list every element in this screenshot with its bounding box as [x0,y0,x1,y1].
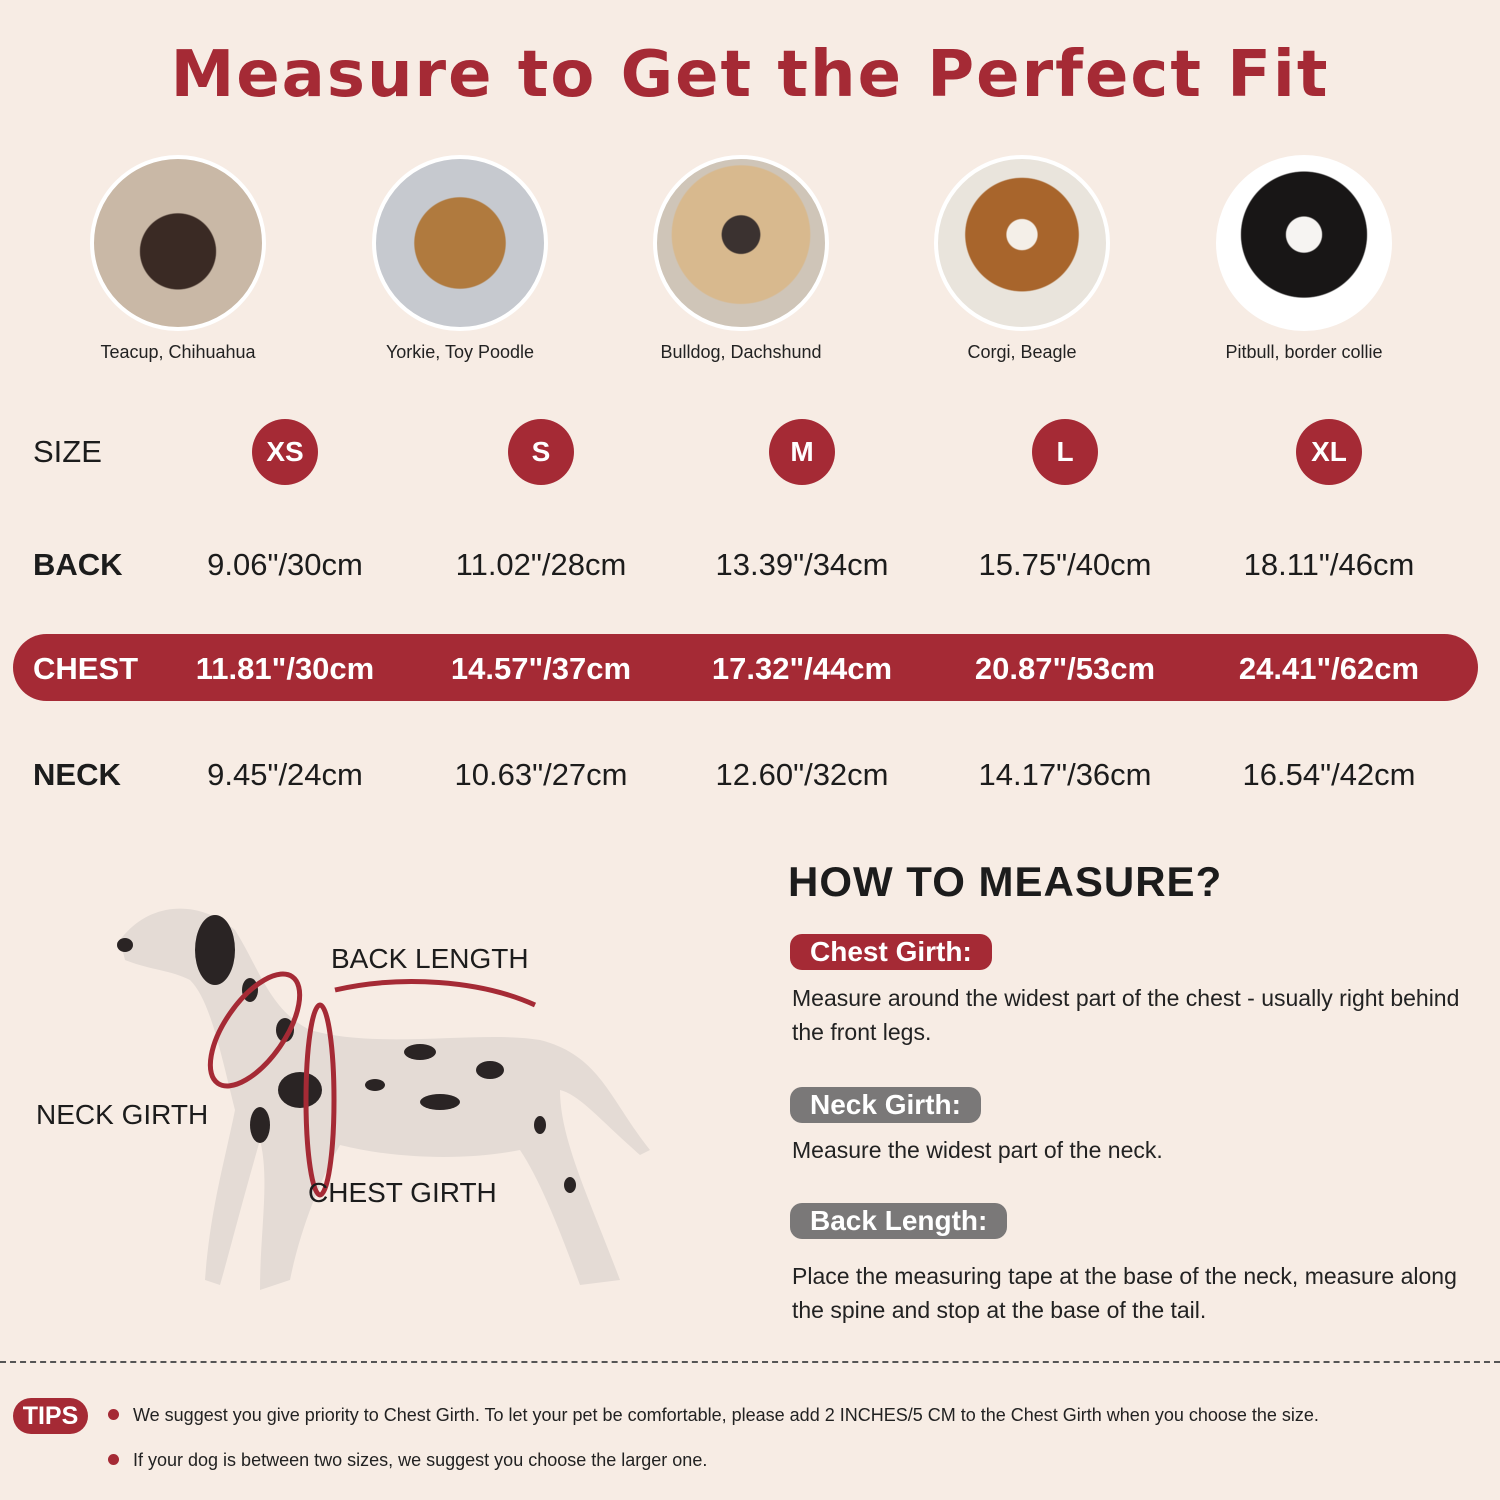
breed-label: Yorkie, Toy Poodle [385,342,535,362]
how-to-measure-heading: HOW TO MEASURE? [788,858,1223,905]
breed-label: Teacup, Chihuahua [100,342,256,362]
chest-girth-pill: Chest Girth: [790,934,992,970]
back-cell: 15.75"/40cm [978,547,1152,582]
back-length-label: BACK LENGTH [331,943,529,974]
chihuahua-photo [90,155,266,331]
chest-girth-description: Measure around the widest part of the ch… [792,985,1460,1045]
neck-cell: 12.60"/32cm [715,757,889,792]
divider [0,1361,1500,1363]
back-cell: 9.06"/30cm [207,547,363,582]
neck-row-label: NECK [33,757,121,792]
chest-cell: 17.32"/44cm [711,651,893,686]
size-badge-s: S [508,419,574,485]
page-title: Measure to Get the Perfect Fit [170,38,1330,112]
tip-item: We suggest you give priority to Chest Gi… [108,1405,1319,1426]
back-length-pill: Back Length: [790,1203,1008,1239]
neck-girth-label: NECK GIRTH [36,1099,209,1130]
back-cell: 18.11"/46cm [1243,547,1415,582]
back-cell: 11.02"/28cm [455,547,627,582]
beagle-photo [934,155,1110,331]
size-badge-xs: XS [252,419,318,485]
back-row-label: BACK [33,547,123,582]
yorkie-photo [372,155,548,331]
tip-item: If your dog is between two sizes, we sug… [108,1450,707,1471]
size-badge-m: M [769,419,835,485]
chest-cell: 14.57"/37cm [450,651,632,686]
chest-girth-label: CHEST GIRTH [308,1177,497,1208]
back-cell: 13.39"/34cm [715,547,889,582]
dalmatian-illustration [117,908,650,1290]
pug-photo [653,155,829,331]
chest-cell: 11.81"/30cm [195,651,375,686]
size-row-label: SIZE [33,434,102,469]
chest-row-label: CHEST [33,651,139,686]
size-badge-l: L [1032,419,1098,485]
border-collie-photo [1216,155,1392,331]
chest-row-highlight [13,634,1478,701]
breed-label: Pitbull, border collie [1225,342,1383,362]
breed-label: Corgi, Beagle [967,342,1077,362]
back-length-description: Place the measuring tape at the base of … [792,1263,1457,1323]
neck-cell: 16.54"/42cm [1242,757,1416,792]
neck-cell: 14.17"/36cm [978,757,1152,792]
neck-cell: 9.45"/24cm [207,757,363,792]
chest-cell: 24.41"/62cm [1238,651,1420,686]
neck-girth-description: Measure the widest part of the neck. [792,1137,1163,1163]
breed-label: Bulldog, Dachshund [660,342,822,362]
neck-cell: 10.63"/27cm [454,757,628,792]
size-badge-xl: XL [1296,419,1362,485]
tips-badge: TIPS [13,1398,88,1434]
neck-girth-pill: Neck Girth: [790,1087,981,1123]
chest-cell: 20.87"/53cm [974,651,1156,686]
